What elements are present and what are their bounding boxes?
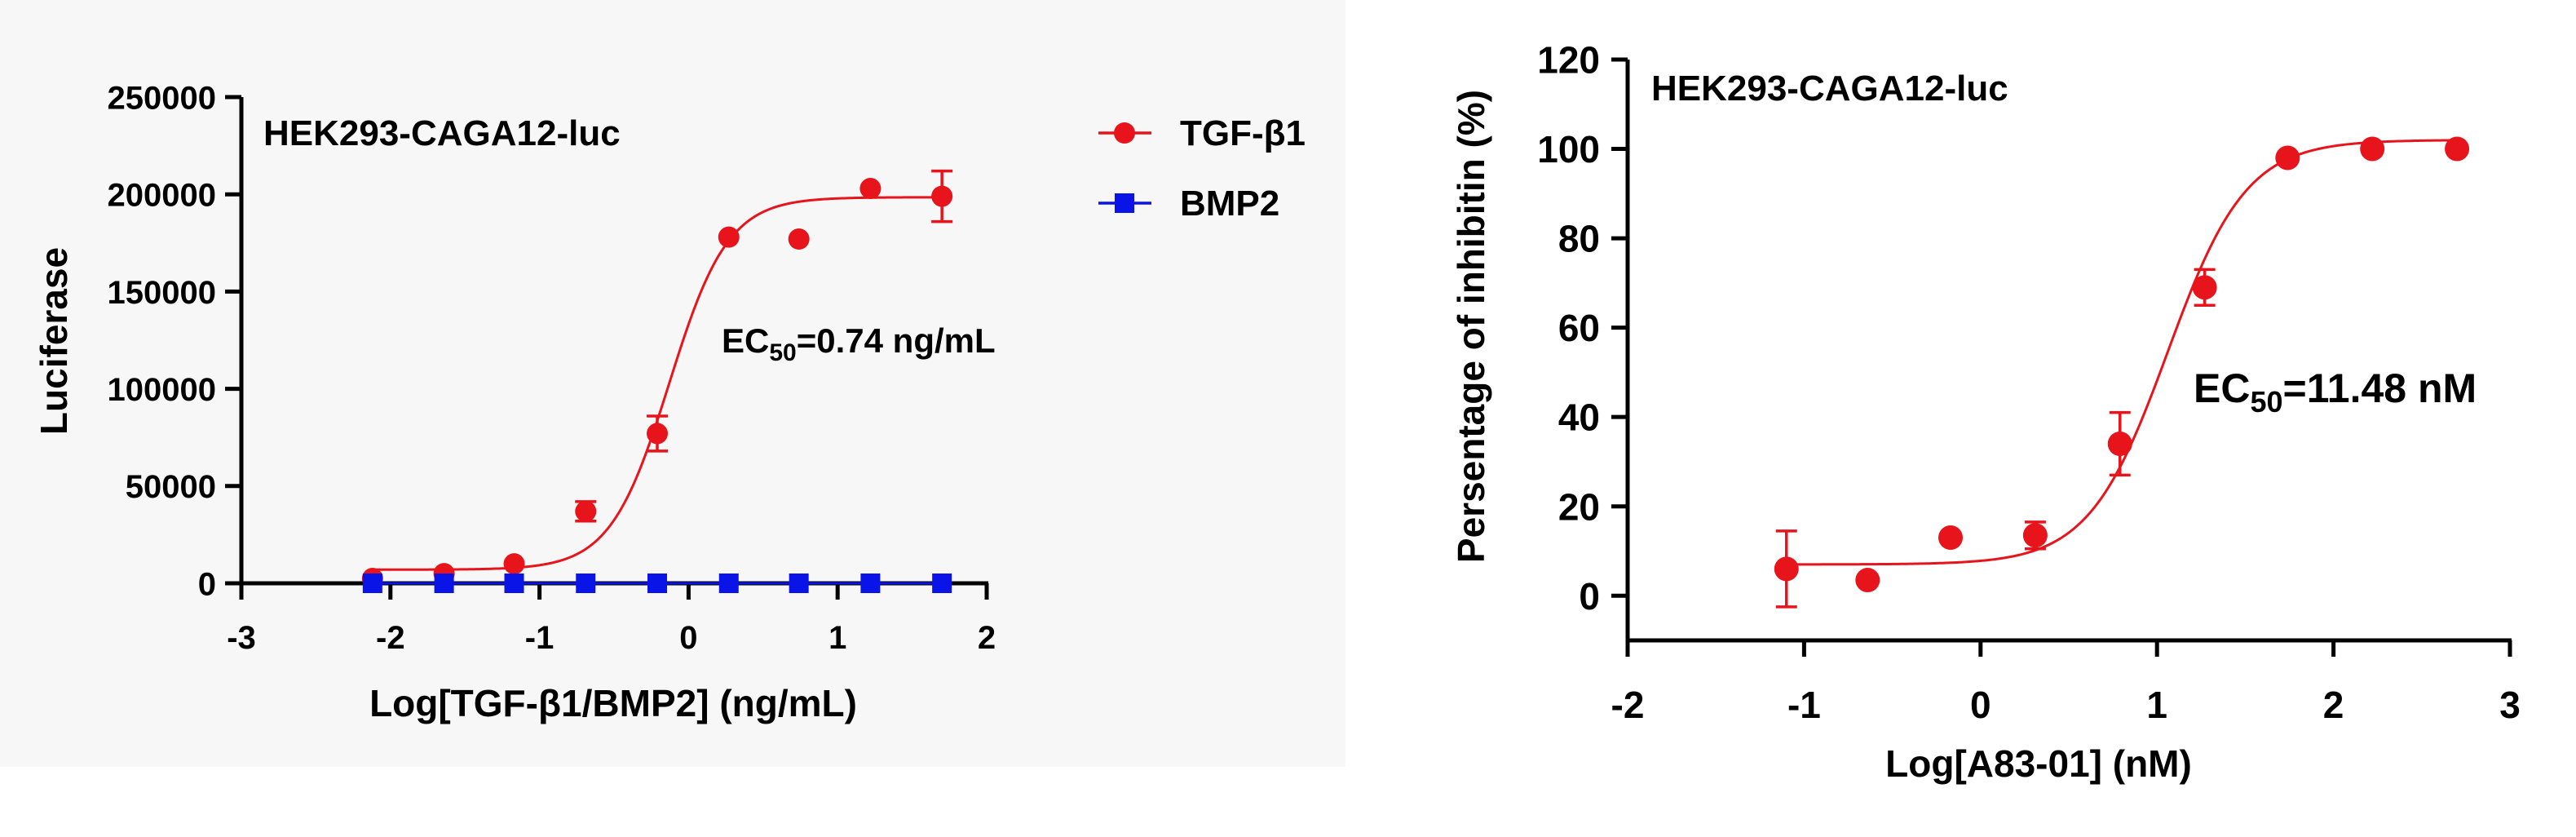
chart2-title: HEK293-CAGA12-luc xyxy=(1651,69,2008,108)
chart1-series-tgf-1-point xyxy=(718,226,740,248)
chart1-series-tgf-1-point xyxy=(503,553,525,575)
chart2-y-tick-label: 80 xyxy=(1558,218,1600,260)
legend-bmp-marker xyxy=(1115,193,1134,213)
chart2-x-tick-label: 1 xyxy=(2146,684,2167,726)
chart1-series-bmp2-point xyxy=(932,574,952,593)
chart1-y-tick-label: 200000 xyxy=(108,178,216,214)
chart1-series-bmp2-point xyxy=(504,574,524,593)
chart2-x-tick-label: 2 xyxy=(2323,684,2344,726)
chart2-series-a83-01-point xyxy=(1774,556,1799,582)
chart2-y-tick-label: 120 xyxy=(1537,39,1600,82)
chart1-series-bmp2-point xyxy=(576,574,596,593)
chart1-series-bmp2-point xyxy=(860,574,881,593)
chart2-series-a83-01-point xyxy=(2275,145,2300,170)
chart1-y-tick-label: 150000 xyxy=(108,275,216,311)
chart1-x-tick-label: -3 xyxy=(227,620,256,656)
chart1-series-tgf-1-point xyxy=(647,423,669,445)
chart1-ec50-annotation: EC50=0.74 ng/mL xyxy=(722,321,996,366)
chart2-ec50-annotation: EC50=11.48 nM xyxy=(2194,365,2477,418)
chart1-series-bmp2-point xyxy=(718,574,739,593)
legend-bmp-label: BMP2 xyxy=(1180,184,1279,224)
chart2-x-tick-label: -2 xyxy=(1611,684,1645,726)
chart2-series-a83-01-point xyxy=(2022,523,2048,548)
chart1-series-bmp2-point xyxy=(789,574,809,593)
chart2-y-axis-label: Persentage of inhibitin (%) xyxy=(1450,90,1492,563)
chart1-series-tgf-1-point xyxy=(788,228,810,250)
chart1-ec50-sub: 50 xyxy=(769,339,796,366)
chart1-y-tick-label: 50000 xyxy=(126,469,216,505)
chart2-x-tick-label: 0 xyxy=(1970,684,1991,726)
chart2-y-tick-label: 100 xyxy=(1537,128,1600,170)
chart2-series-a83-01-point xyxy=(1855,568,1880,593)
chart1-legend: TGF-β1 BMP2 xyxy=(1098,113,1306,224)
chart1-series-tgf-1-point xyxy=(931,185,953,207)
chart1-x-tick-label: 0 xyxy=(679,620,697,656)
chart1-x-tick-label: 2 xyxy=(978,620,996,656)
chart2-ec50-sub: 50 xyxy=(2250,385,2282,418)
chart1-x-tick-label: -1 xyxy=(525,620,555,656)
chart1-series-tgf-1-point xyxy=(575,500,597,522)
chart1-y-axis-label: Luciferase xyxy=(33,247,75,435)
chart2-series-a83-01-point xyxy=(2107,432,2132,457)
chart1-y-tick-label: 0 xyxy=(198,566,216,602)
chart1-series-tgf-1-point xyxy=(859,178,881,200)
chart1-y-tick-label: 250000 xyxy=(108,80,216,116)
chart2-x-tick-label: -1 xyxy=(1787,684,1821,726)
chart2-series-a83-01-fit-curve xyxy=(1786,139,2458,566)
chart2-x-axis-label: Log[A83-01] (nM) xyxy=(1885,742,2192,785)
chart2-series-a83-01-point xyxy=(2360,136,2385,162)
chart2-series-a83-01-point xyxy=(2445,136,2470,162)
chart2-series-a83-01-point xyxy=(1938,525,1964,551)
legend-tgf-label: TGF-β1 xyxy=(1180,113,1306,153)
chart1-title: HEK293-CAGA12-luc xyxy=(263,113,621,153)
chart1-x-axis-label: Log[TGF-β1/BMP2] (ng/mL) xyxy=(369,682,857,724)
chart-inhibition: HEK293-CAGA12-luc Persentage of inhibiti… xyxy=(1450,39,2521,785)
chart1-series-bmp2-point xyxy=(647,574,668,593)
chart1-ec50-suffix: =0.74 ng/mL xyxy=(797,321,996,360)
chart2-y-tick-label: 0 xyxy=(1579,575,1600,618)
chart1-x-tick-label: 1 xyxy=(828,620,846,656)
chart2-y-tick-label: 60 xyxy=(1558,307,1600,349)
chart2-ec50-suffix: =11.48 nM xyxy=(2283,365,2477,411)
chart1-y-tick-label: 100000 xyxy=(108,372,216,408)
chart2-y-tick-label: 40 xyxy=(1558,396,1600,439)
legend-tgf-marker xyxy=(1114,122,1135,144)
chart-luciferase: HEK293-CAGA12-luc Luciferase Log[TGF-β1/… xyxy=(33,80,1306,724)
chart2-y-tick-label: 20 xyxy=(1558,485,1600,528)
chart1-series-bmp2-point xyxy=(434,574,454,593)
chart1-series-bmp2-point xyxy=(362,574,382,593)
chart1-ec50-prefix: EC xyxy=(722,321,769,360)
chart2-ec50-prefix: EC xyxy=(2194,365,2250,411)
chart1-x-tick-label: -2 xyxy=(376,620,405,656)
chart2-x-tick-label: 3 xyxy=(2499,684,2521,726)
chart2-series-a83-01-point xyxy=(2192,275,2217,300)
